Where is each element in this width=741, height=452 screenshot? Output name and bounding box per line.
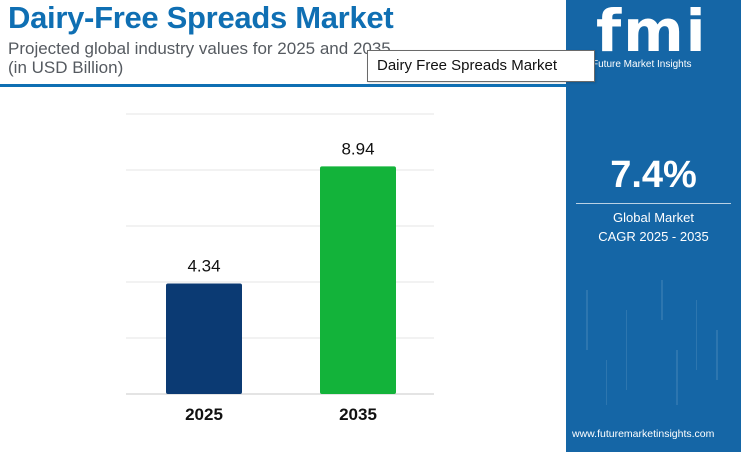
x-tick-label-2035: 2035 [339, 405, 377, 424]
bar-value-label-2035: 8.94 [341, 139, 374, 158]
x-tick-label-2025: 2025 [185, 405, 223, 424]
panel-texture [586, 280, 718, 405]
company-name: Future Market Insights [592, 59, 692, 70]
bar-value-label-2025: 4.34 [187, 257, 220, 276]
header-divider [0, 84, 566, 87]
cagr-period: CAGR 2025 - 2035 [598, 229, 709, 244]
chart-subtitle: Projected global industry values for 202… [8, 39, 391, 77]
fmi-logo: fmi [596, 0, 708, 65]
bar-2035 [320, 166, 396, 394]
website-url: www.futuremarketinsights.com [572, 428, 715, 440]
bar-2025 [166, 283, 242, 394]
chart-title: Dairy-Free Spreads Market [8, 0, 394, 35]
cagr-divider [576, 203, 731, 204]
subtitle-line-2: (in USD Billion) [8, 58, 124, 77]
cagr-value: 7.4% [610, 154, 697, 196]
cagr-label: Global Market [613, 210, 694, 225]
chart-tooltip: Dairy Free Spreads Market [367, 50, 595, 82]
bar-chart: 4.34 8.94 2025 2035 [126, 113, 434, 424]
bar-series [166, 166, 396, 394]
subtitle-line-1: Projected global industry values for 202… [8, 39, 391, 58]
bar-value-labels: 4.34 8.94 [187, 139, 374, 275]
x-axis-tick-labels: 2025 2035 [185, 405, 377, 424]
sidebar-panel: fmi Future Market Insights 7.4% Global M… [566, 0, 741, 452]
